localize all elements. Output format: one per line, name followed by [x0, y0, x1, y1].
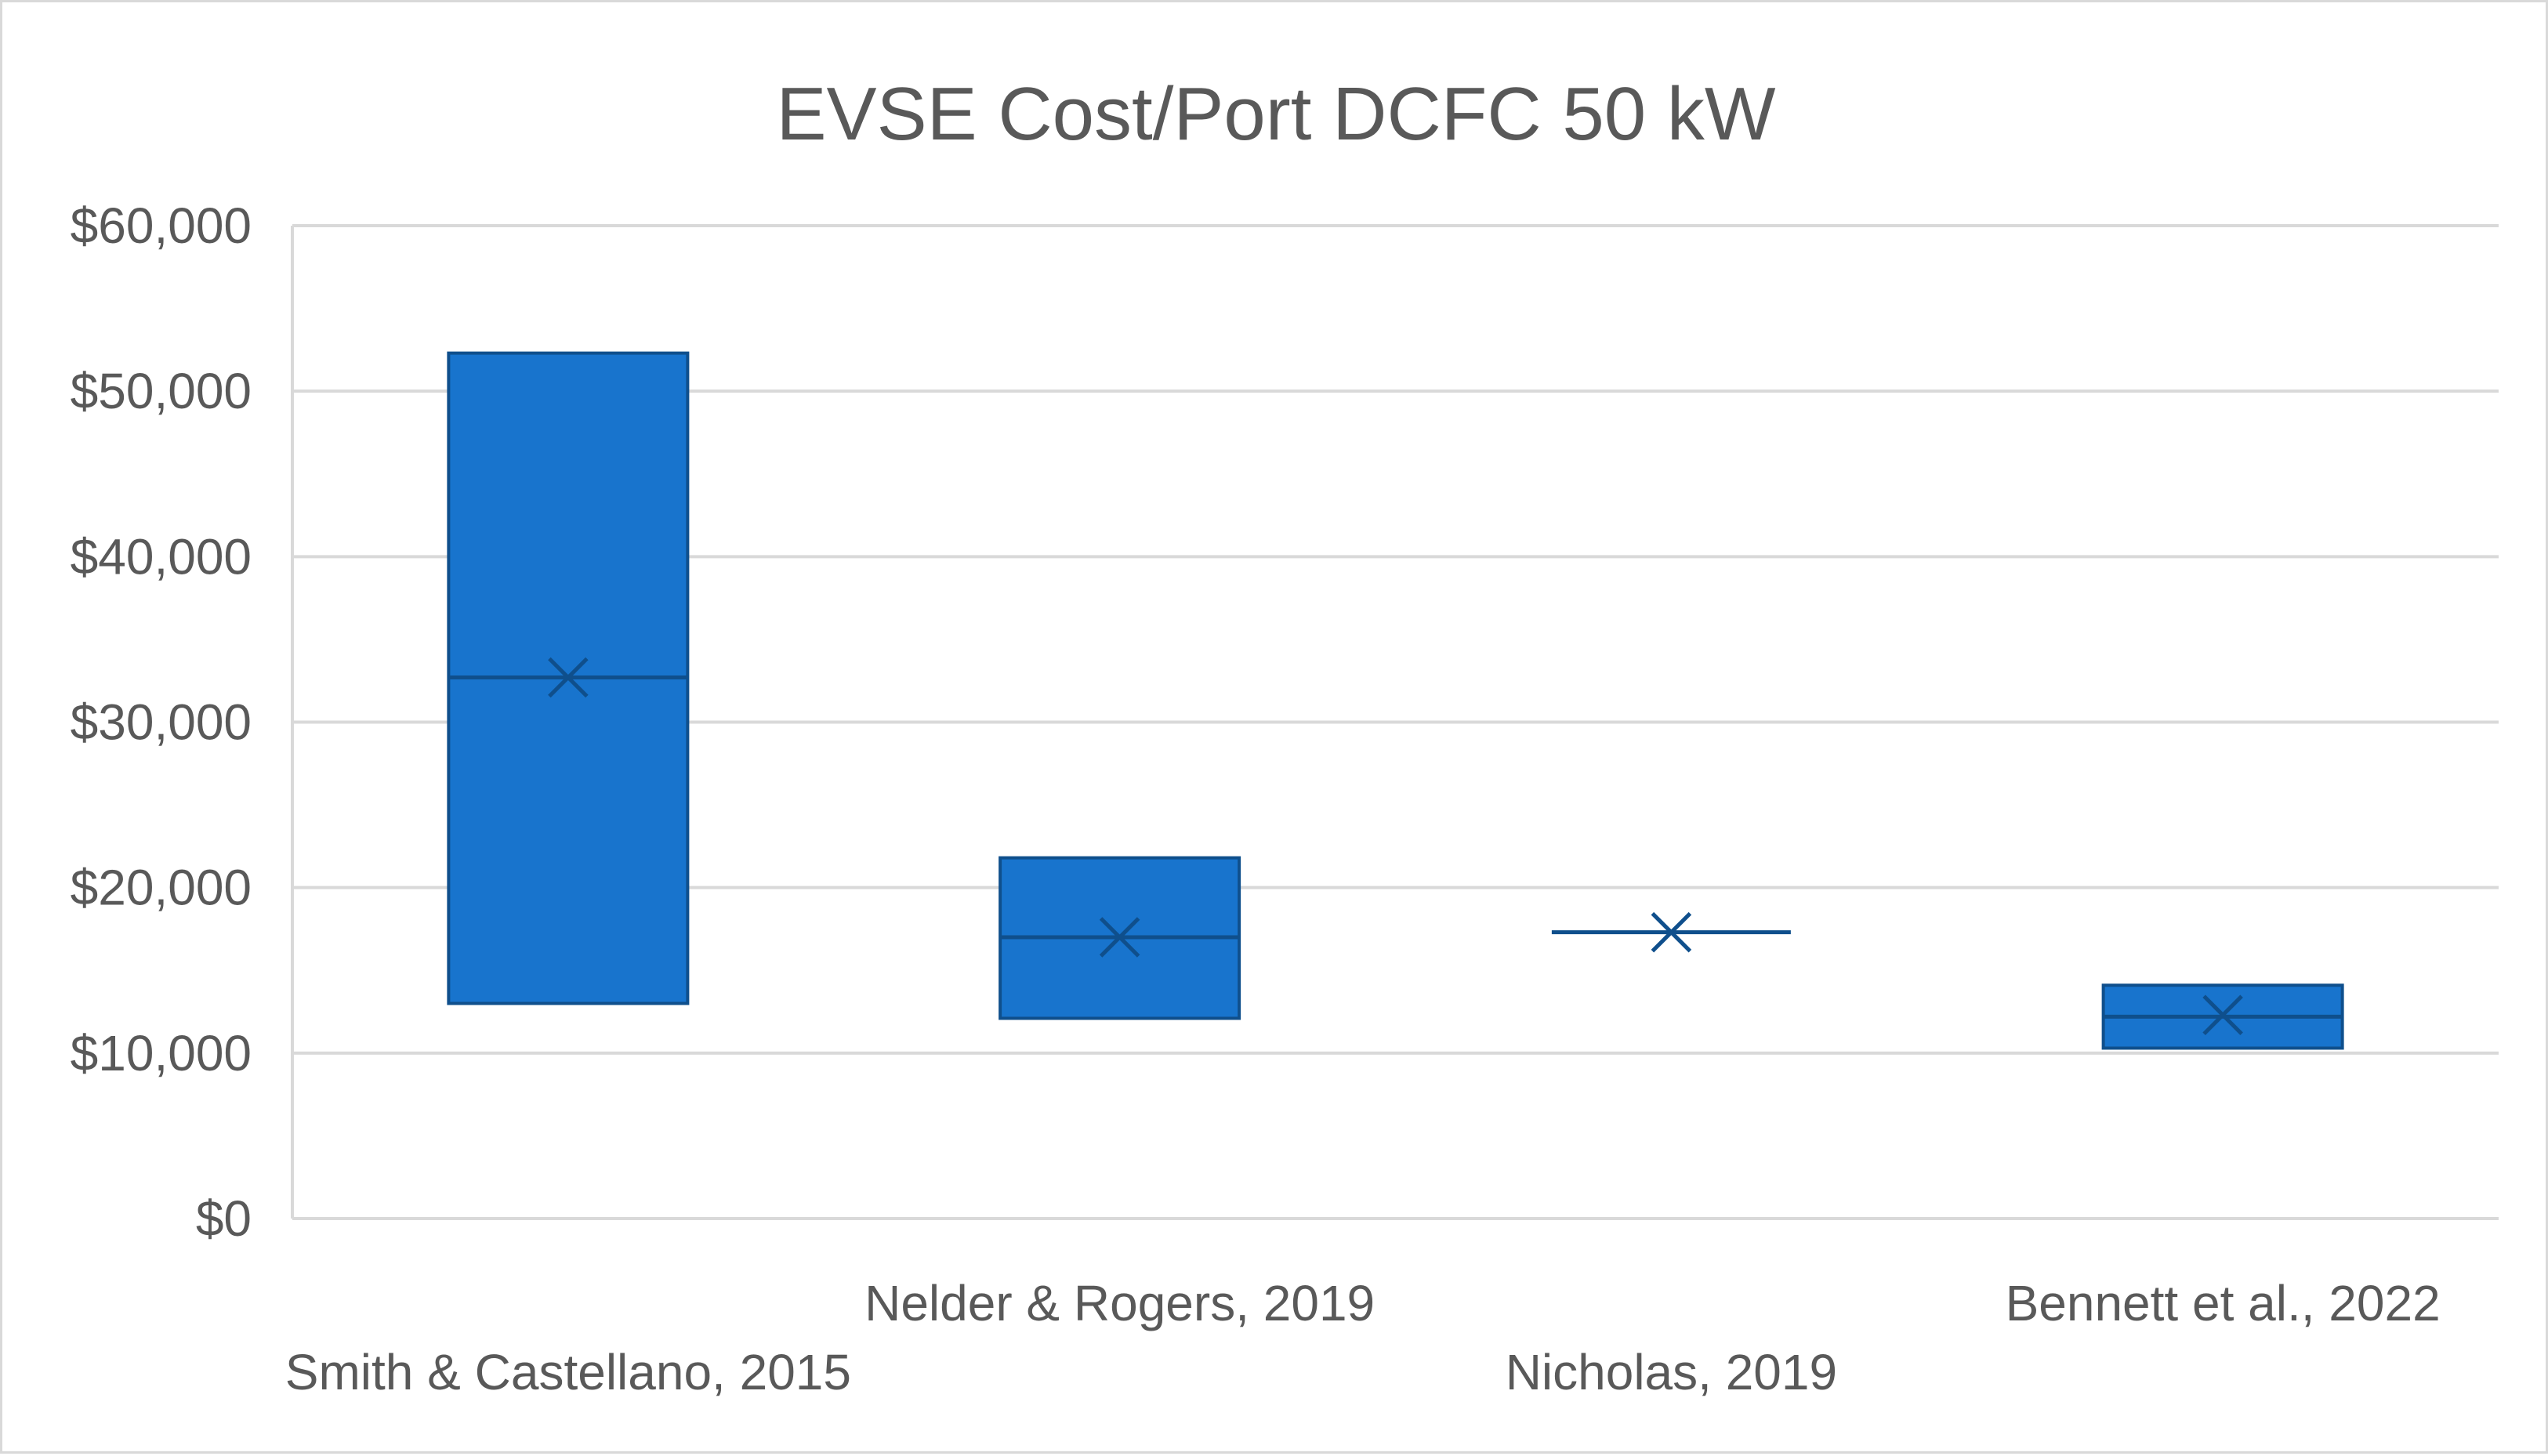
mean-marker — [2202, 994, 2243, 1036]
y-tick-label: $40,000 — [71, 528, 252, 585]
category-label: Nelder & Rogers, 2019 — [864, 1275, 1375, 1331]
box-group — [2101, 983, 2344, 1050]
y-tick-label: $50,000 — [71, 363, 252, 419]
category-label: Smith & Castellano, 2015 — [285, 1344, 851, 1400]
mean-marker — [1099, 917, 1140, 958]
box-group — [1551, 911, 1791, 953]
chart-title: EVSE Cost/Port DCFC 50 kW — [777, 72, 1776, 156]
y-tick-label: $10,000 — [71, 1025, 252, 1081]
y-axis-ticks: $0 $10,000 $20,000 $30,000 $40,000 $50,000 $60… — [71, 197, 252, 1247]
mean-marker — [1651, 911, 1692, 953]
y-tick-label: $0 — [196, 1190, 252, 1247]
y-tick-label: $60,000 — [71, 197, 252, 254]
category-label: Nicholas, 2019 — [1506, 1344, 1837, 1400]
y-tick-label: $30,000 — [71, 694, 252, 751]
box-group — [447, 351, 690, 1005]
mean-marker — [548, 657, 589, 698]
box-group — [999, 856, 1241, 1020]
y-tick-label: $20,000 — [71, 860, 252, 916]
boxes — [447, 351, 2344, 1050]
category-label: Bennett et al., 2022 — [2006, 1275, 2441, 1331]
